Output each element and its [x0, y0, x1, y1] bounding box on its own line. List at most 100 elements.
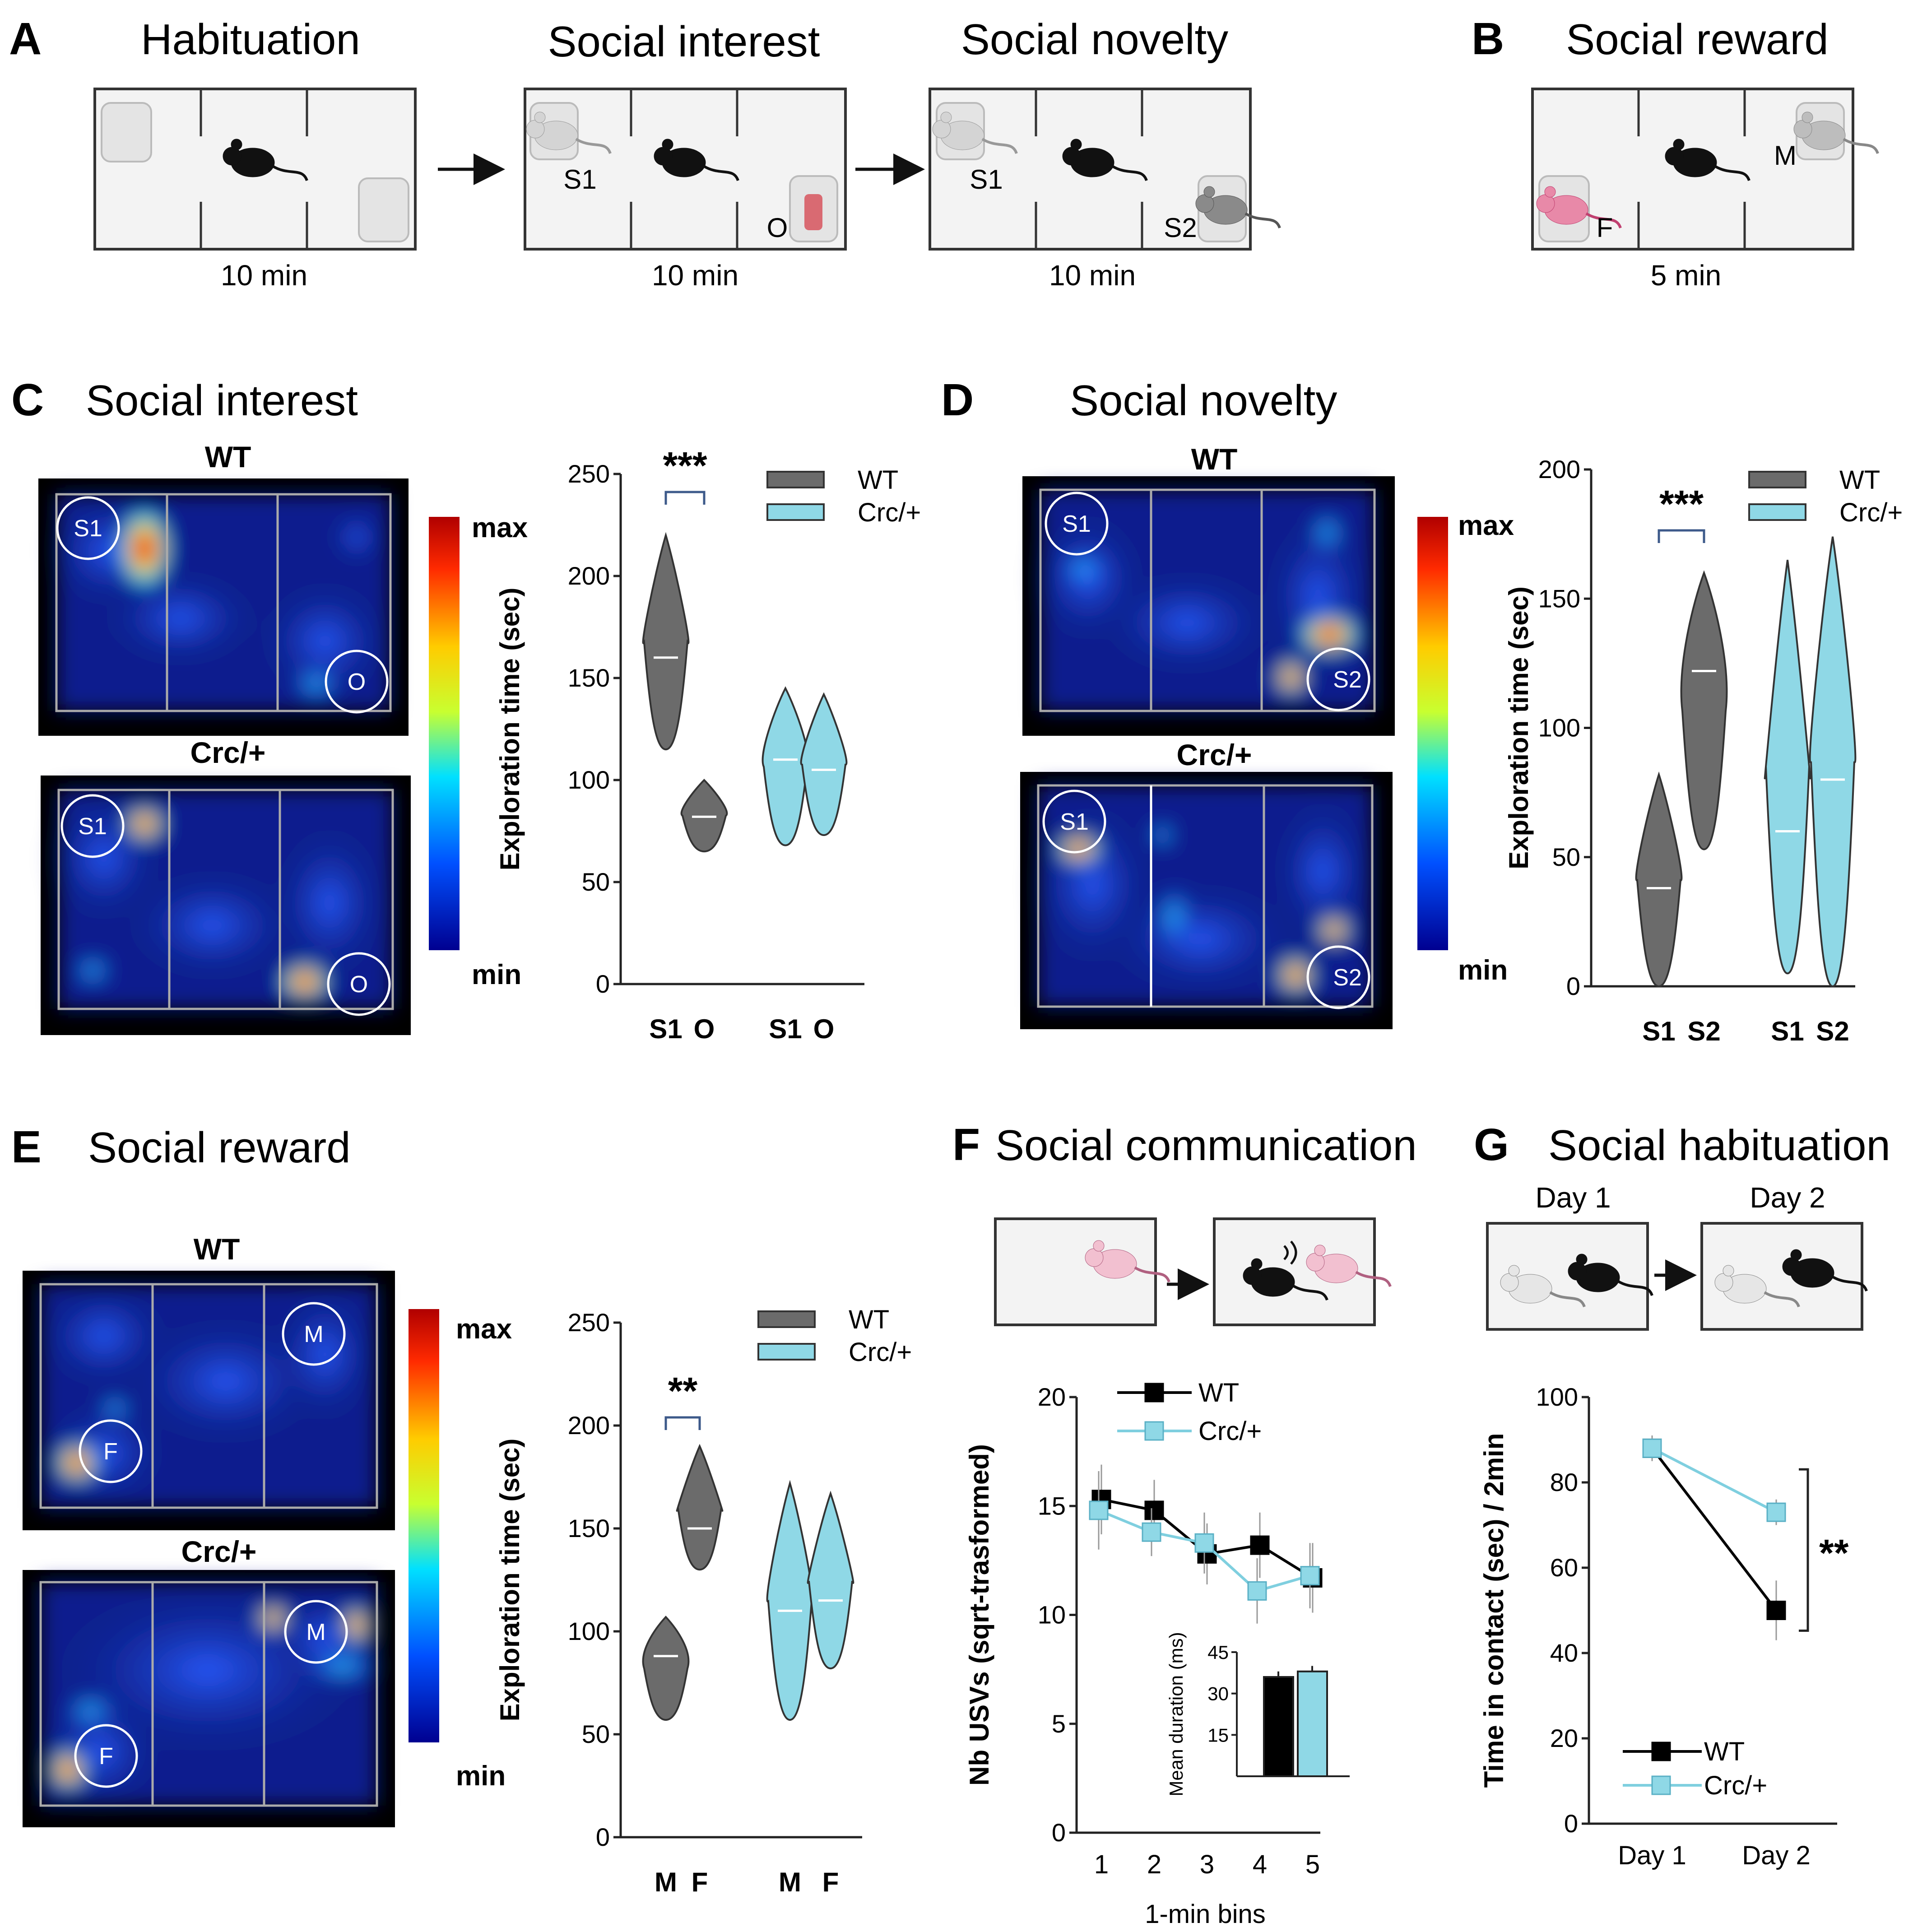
y-tick-label: 50: [582, 1720, 610, 1748]
chart-g: 0 20 40 60 80 100 Time in contact (sec) / 2min…: [1479, 1383, 1849, 1870]
y-tick-label: 150: [568, 664, 610, 692]
social-novelty-duration: 10 min: [1049, 259, 1136, 292]
panel-c-letter: C: [11, 375, 44, 425]
heatmap-crc: M F: [23, 1570, 395, 1827]
panel-f-title: Social communication: [995, 1121, 1417, 1170]
zone-f-label: F: [103, 1439, 118, 1465]
heatmap-crc-label: Crc/+: [1177, 738, 1252, 771]
significance-label: ***: [663, 444, 707, 487]
colorbar-min-label: min: [1458, 955, 1508, 986]
significance-label: ***: [1659, 483, 1704, 525]
habituation-duration: 10 min: [221, 259, 307, 292]
zone-s2-label: S2: [1333, 965, 1362, 991]
y-tick-label: 0: [1566, 972, 1580, 1000]
legend-label: WT: [1198, 1378, 1239, 1407]
heatmap-wt-label: WT: [194, 1232, 240, 1266]
zone-m-label: M: [306, 1619, 325, 1645]
legend-swatch: [1748, 471, 1806, 488]
series-line: [1651, 1447, 1778, 1612]
violin: [1809, 536, 1857, 988]
data-point: [1250, 1535, 1270, 1555]
x-tick-label: S1: [1771, 1016, 1804, 1046]
s2-label: S2: [1164, 213, 1197, 243]
panel-a: A Habituation Social interest Social nov…: [9, 14, 1280, 292]
y-tick-label: 0: [596, 1823, 610, 1851]
data-point: [1144, 1500, 1164, 1520]
x-tick-label: 5: [1305, 1850, 1320, 1879]
panel-f: F Social communication: [952, 1119, 1417, 1326]
y-tick-label: 20: [1550, 1724, 1578, 1752]
y-tick-label: 20: [1038, 1383, 1066, 1411]
heatmap-wt: S1 S2: [1022, 476, 1395, 736]
empty-cup-right: [358, 177, 409, 242]
data-point: [1247, 1581, 1267, 1601]
y-axis-label: Exploration time (sec): [495, 1439, 525, 1722]
s1-label: S1: [970, 164, 1003, 195]
violin: [762, 686, 809, 846]
usv-schematic: [994, 1217, 1390, 1326]
y-tick-label: 100: [568, 1617, 610, 1645]
y-tick-label: 10: [1038, 1601, 1066, 1629]
panel-c: C Social interest WT Crc/+ S1 O: [11, 375, 528, 1035]
legend-label: Crc/+: [1198, 1416, 1262, 1446]
x-tick-label: O: [694, 1014, 715, 1044]
data-point: [1194, 1533, 1214, 1553]
inset-tick-label: 45: [1207, 1642, 1229, 1663]
zone-s1-label: S1: [74, 516, 102, 542]
object-icon: [804, 194, 822, 230]
zone-s1-label: S1: [1060, 809, 1089, 835]
habituation-schematic: [1486, 1222, 1867, 1331]
legend-marker: [1651, 1742, 1671, 1761]
y-tick-label: 200: [568, 562, 610, 590]
violin: [1635, 771, 1683, 988]
heatmap-wt: M F: [23, 1271, 395, 1530]
social-reward-title: Social reward: [1566, 15, 1829, 64]
violin: [800, 692, 848, 836]
zone-m-label: M: [304, 1321, 323, 1347]
y-tick-label: 150: [568, 1514, 610, 1542]
x-tick-label: Day 2: [1742, 1841, 1811, 1870]
y-tick-label: 0: [1564, 1809, 1578, 1838]
data-point: [1766, 1502, 1786, 1522]
legend-label: Crc/+: [1704, 1771, 1767, 1800]
inset-bar: [1297, 1670, 1328, 1778]
significance-bracket: [1658, 529, 1705, 543]
legend-label: WT: [858, 465, 898, 495]
heatmap-crc: S1 O: [41, 776, 411, 1035]
colorbar-min-label: min: [456, 1760, 506, 1792]
y-axis-label: Exploration time (sec): [1504, 586, 1534, 869]
colorbar: [409, 1309, 439, 1742]
x-tick-label: S1: [1642, 1016, 1675, 1046]
social-interest-duration: 10 min: [652, 259, 738, 292]
empty-cup-left: [101, 102, 152, 163]
significance-bracket: [664, 491, 706, 505]
violin: [676, 1444, 724, 1571]
o-label: O: [767, 213, 788, 243]
inset-tick-label: 15: [1207, 1724, 1229, 1746]
inset-tick-label: 30: [1207, 1683, 1229, 1704]
data-point: [1766, 1601, 1786, 1620]
day1-label: Day 1: [1535, 1181, 1611, 1214]
zone-s1-label: S1: [78, 813, 107, 840]
x-tick-label: 3: [1200, 1850, 1214, 1879]
zone-o-label: O: [348, 669, 366, 695]
panel-g-title: Social habituation: [1548, 1121, 1890, 1170]
heatmap-wt-label: WT: [205, 440, 251, 474]
y-tick-label: 200: [1538, 455, 1580, 483]
y-tick-label: 100: [568, 766, 610, 794]
panel-b-letter: B: [1472, 14, 1504, 64]
x-tick-label: M: [779, 1867, 801, 1897]
panel-g-letter: G: [1474, 1119, 1509, 1170]
colorbar-max-label: max: [456, 1314, 512, 1345]
zone-s1-label: S1: [1062, 511, 1091, 537]
legend-marker: [1144, 1383, 1164, 1403]
y-tick-label: 0: [1052, 1818, 1066, 1847]
y-tick-label: 150: [1538, 584, 1580, 613]
significance-bracket: [664, 1416, 701, 1430]
zone-s2-label: S2: [1333, 667, 1362, 693]
day2-label: Day 2: [1750, 1181, 1825, 1214]
x-tick-label: Day 1: [1618, 1841, 1686, 1870]
panel-c-title: Social interest: [86, 376, 358, 425]
colorbar: [1417, 517, 1448, 950]
